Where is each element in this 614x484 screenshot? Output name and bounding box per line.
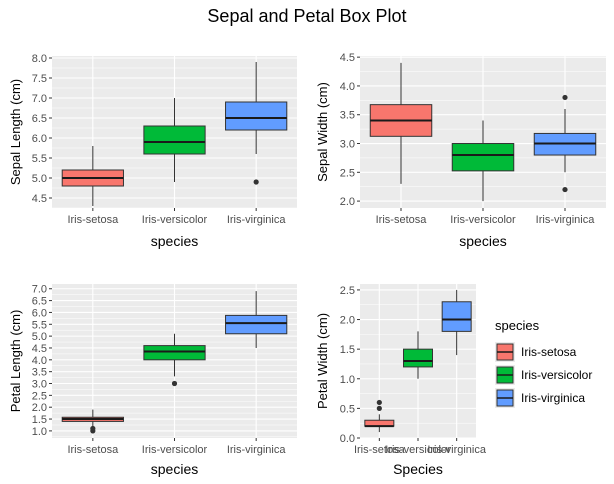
box-iris-virginica — [225, 291, 288, 348]
x-axis-label: species — [151, 461, 198, 477]
box-iris-setosa — [61, 409, 124, 434]
x-tick-label: Iris-virginica — [227, 444, 287, 456]
y-tick-label: 2.5 — [32, 390, 47, 402]
y-axis-label: Sepal Length (cm) — [8, 79, 23, 185]
y-tick-label: 1.5 — [340, 344, 355, 356]
outlier-point — [171, 380, 178, 387]
y-tick-label: 4.0 — [340, 81, 355, 93]
box-iris-versicolor — [451, 120, 515, 202]
x-tick-label: Iris-virginica — [427, 444, 487, 456]
box-iqr — [403, 348, 433, 368]
legend-entry-iris-versicolor: Iris-versicolor — [495, 365, 592, 385]
y-tick-label: 1.0 — [340, 374, 355, 386]
y-axis-label: Petal Length (cm) — [8, 310, 23, 413]
x-tick-label: Iris-versicolor — [450, 214, 516, 226]
x-tick-label: Iris-versicolor — [385, 444, 451, 456]
outlier-point — [562, 94, 568, 101]
legend-entry-iris-virginica: Iris-virginica — [495, 388, 585, 408]
y-axis-label: Sepal Width (cm) — [315, 82, 330, 182]
y-tick-label: 5.0 — [32, 173, 47, 185]
y-tick-label: 5.0 — [32, 331, 47, 343]
panel-4: 0.0 0.5 1.0 1.5 2.0 2.5 Iris-setosaIris-versic… — [315, 284, 487, 477]
outlier-point — [90, 425, 96, 432]
figure-title: Sepal and Petal Box Plot — [207, 6, 406, 26]
box-iqr — [451, 143, 515, 172]
outlier-point — [253, 179, 259, 185]
y-tick-label: 6.0 — [32, 133, 47, 145]
y-tick-label: 3.5 — [32, 367, 47, 379]
legend-label: Iris-virginica — [521, 391, 585, 405]
outlier-point — [376, 399, 382, 406]
box-iris-versicolor — [143, 333, 206, 387]
box-iris-versicolor — [143, 98, 206, 182]
box-iris-virginica — [441, 289, 472, 356]
y-tick-label: 2.0 — [32, 402, 47, 414]
box-iris-virginica — [225, 62, 288, 185]
panel-2: 2.0 2.5 3.0 3.5 4.0 4.5 Iris-setosa Iris-versic… — [315, 52, 606, 249]
outlier-point — [376, 405, 382, 411]
x-tick-label: Iris-versicolor — [142, 214, 208, 226]
box-iqr — [143, 345, 206, 361]
box-iris-virginica — [533, 94, 597, 193]
y-tick-label: 6.5 — [32, 113, 47, 125]
y-tick-label: 7.0 — [32, 93, 47, 105]
legend-entry-iris-setosa: Iris-setosa — [495, 342, 577, 362]
y-tick-label: 1.0 — [32, 426, 47, 438]
box-iris-setosa — [369, 62, 433, 184]
y-tick-label: 2.0 — [340, 196, 355, 208]
x-tick-label: Iris-versicolor — [142, 444, 208, 456]
legend: species Iris-setosa Iris-versicolor Iris-vi… — [495, 318, 592, 408]
box-iqr — [441, 301, 472, 332]
x-tick-label: Iris-setosa — [376, 214, 428, 226]
y-tick-label: 4.5 — [340, 52, 355, 64]
y-tick-label: 3.0 — [32, 379, 47, 391]
x-axis-label: Species — [393, 461, 443, 477]
legend-label: Iris-versicolor — [521, 368, 592, 382]
x-tick-label: Iris-virginica — [536, 214, 596, 226]
legend-title: species — [495, 318, 540, 333]
y-tick-label: 5.5 — [32, 319, 47, 331]
y-tick-label: 2.5 — [340, 167, 355, 179]
y-axis-label: Petal Width (cm) — [315, 313, 330, 409]
y-tick-label: 6.0 — [32, 307, 47, 319]
x-axis-label: species — [459, 233, 506, 249]
legend-label: Iris-setosa — [521, 345, 577, 359]
y-tick-label: 0.5 — [340, 403, 355, 415]
box-iqr — [225, 101, 288, 131]
y-tick-label: 0.0 — [340, 433, 355, 445]
y-tick-label: 4.5 — [32, 343, 47, 355]
x-tick-label: Iris-setosa — [354, 444, 406, 456]
box-iris-setosa — [61, 146, 124, 206]
y-tick-label: 1.5 — [32, 414, 47, 426]
panel-1: 4.5 5.0 5.5 6.0 6.5 7.0 7.5 8.0 Iris-setosa Iris-… — [8, 53, 297, 249]
box-iris-versicolor — [403, 331, 433, 379]
x-axis-label: species — [151, 233, 198, 249]
y-tick-label: 3.5 — [340, 110, 355, 122]
x-tick-label: Iris-setosa — [67, 444, 119, 456]
y-tick-label: 3.0 — [340, 139, 355, 151]
y-tick-label: 4.0 — [32, 355, 47, 367]
y-tick-label: 2.5 — [340, 285, 355, 297]
y-tick-label: 7.0 — [32, 284, 47, 296]
y-tick-label: 5.5 — [32, 153, 47, 165]
y-tick-label: 8.0 — [32, 53, 47, 65]
y-tick-label: 2.0 — [340, 315, 355, 327]
y-tick-label: 7.5 — [32, 73, 47, 85]
box-iqr — [225, 314, 288, 335]
x-tick-label: Iris-setosa — [67, 214, 119, 226]
panel-3: 1.01.52.02.53.03.54.04.55.05.56.06.57.0 I… — [8, 284, 297, 477]
box-iqr — [143, 125, 206, 155]
box-iris-setosa — [364, 399, 395, 433]
y-tick-label: 6.5 — [32, 296, 47, 308]
y-tick-label: 4.5 — [32, 193, 47, 205]
outlier-point — [562, 186, 568, 193]
x-tick-label: Iris-virginica — [227, 214, 287, 226]
